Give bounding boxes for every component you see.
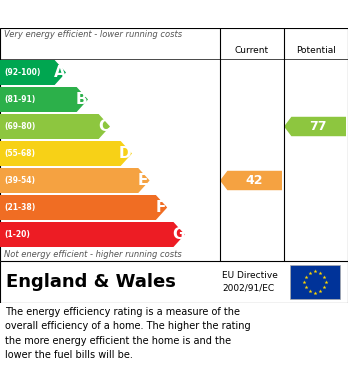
Text: Energy Efficiency Rating: Energy Efficiency Rating: [7, 7, 209, 22]
Text: Current: Current: [235, 46, 269, 55]
Polygon shape: [0, 141, 132, 166]
Text: EU Directive
2002/91/EC: EU Directive 2002/91/EC: [222, 271, 278, 293]
Polygon shape: [0, 114, 110, 139]
Polygon shape: [0, 87, 88, 112]
Text: (39-54): (39-54): [4, 176, 35, 185]
Bar: [290, 265, 340, 299]
Polygon shape: [220, 171, 282, 190]
Text: England & Wales: England & Wales: [6, 273, 176, 291]
Text: Potential: Potential: [296, 46, 336, 55]
Text: (21-38): (21-38): [4, 203, 35, 212]
Text: F: F: [155, 200, 166, 215]
Polygon shape: [0, 168, 150, 193]
Text: C: C: [98, 119, 109, 134]
Polygon shape: [0, 222, 185, 247]
Text: E: E: [138, 173, 148, 188]
Text: 42: 42: [245, 174, 263, 187]
Text: (1-20): (1-20): [4, 230, 30, 239]
Text: B: B: [76, 92, 87, 107]
Text: (92-100): (92-100): [4, 68, 40, 77]
Polygon shape: [0, 60, 66, 85]
Text: (81-91): (81-91): [4, 95, 35, 104]
Text: G: G: [172, 227, 184, 242]
Text: The energy efficiency rating is a measure of the
overall efficiency of a home. T: The energy efficiency rating is a measur…: [5, 307, 251, 360]
Polygon shape: [0, 195, 167, 220]
Text: 77: 77: [309, 120, 327, 133]
Text: A: A: [54, 65, 65, 80]
Text: Not energy efficient - higher running costs: Not energy efficient - higher running co…: [4, 250, 182, 259]
Polygon shape: [284, 117, 346, 136]
Text: D: D: [119, 146, 132, 161]
Text: Very energy efficient - lower running costs: Very energy efficient - lower running co…: [4, 30, 182, 39]
Text: (55-68): (55-68): [4, 149, 35, 158]
Text: (69-80): (69-80): [4, 122, 35, 131]
